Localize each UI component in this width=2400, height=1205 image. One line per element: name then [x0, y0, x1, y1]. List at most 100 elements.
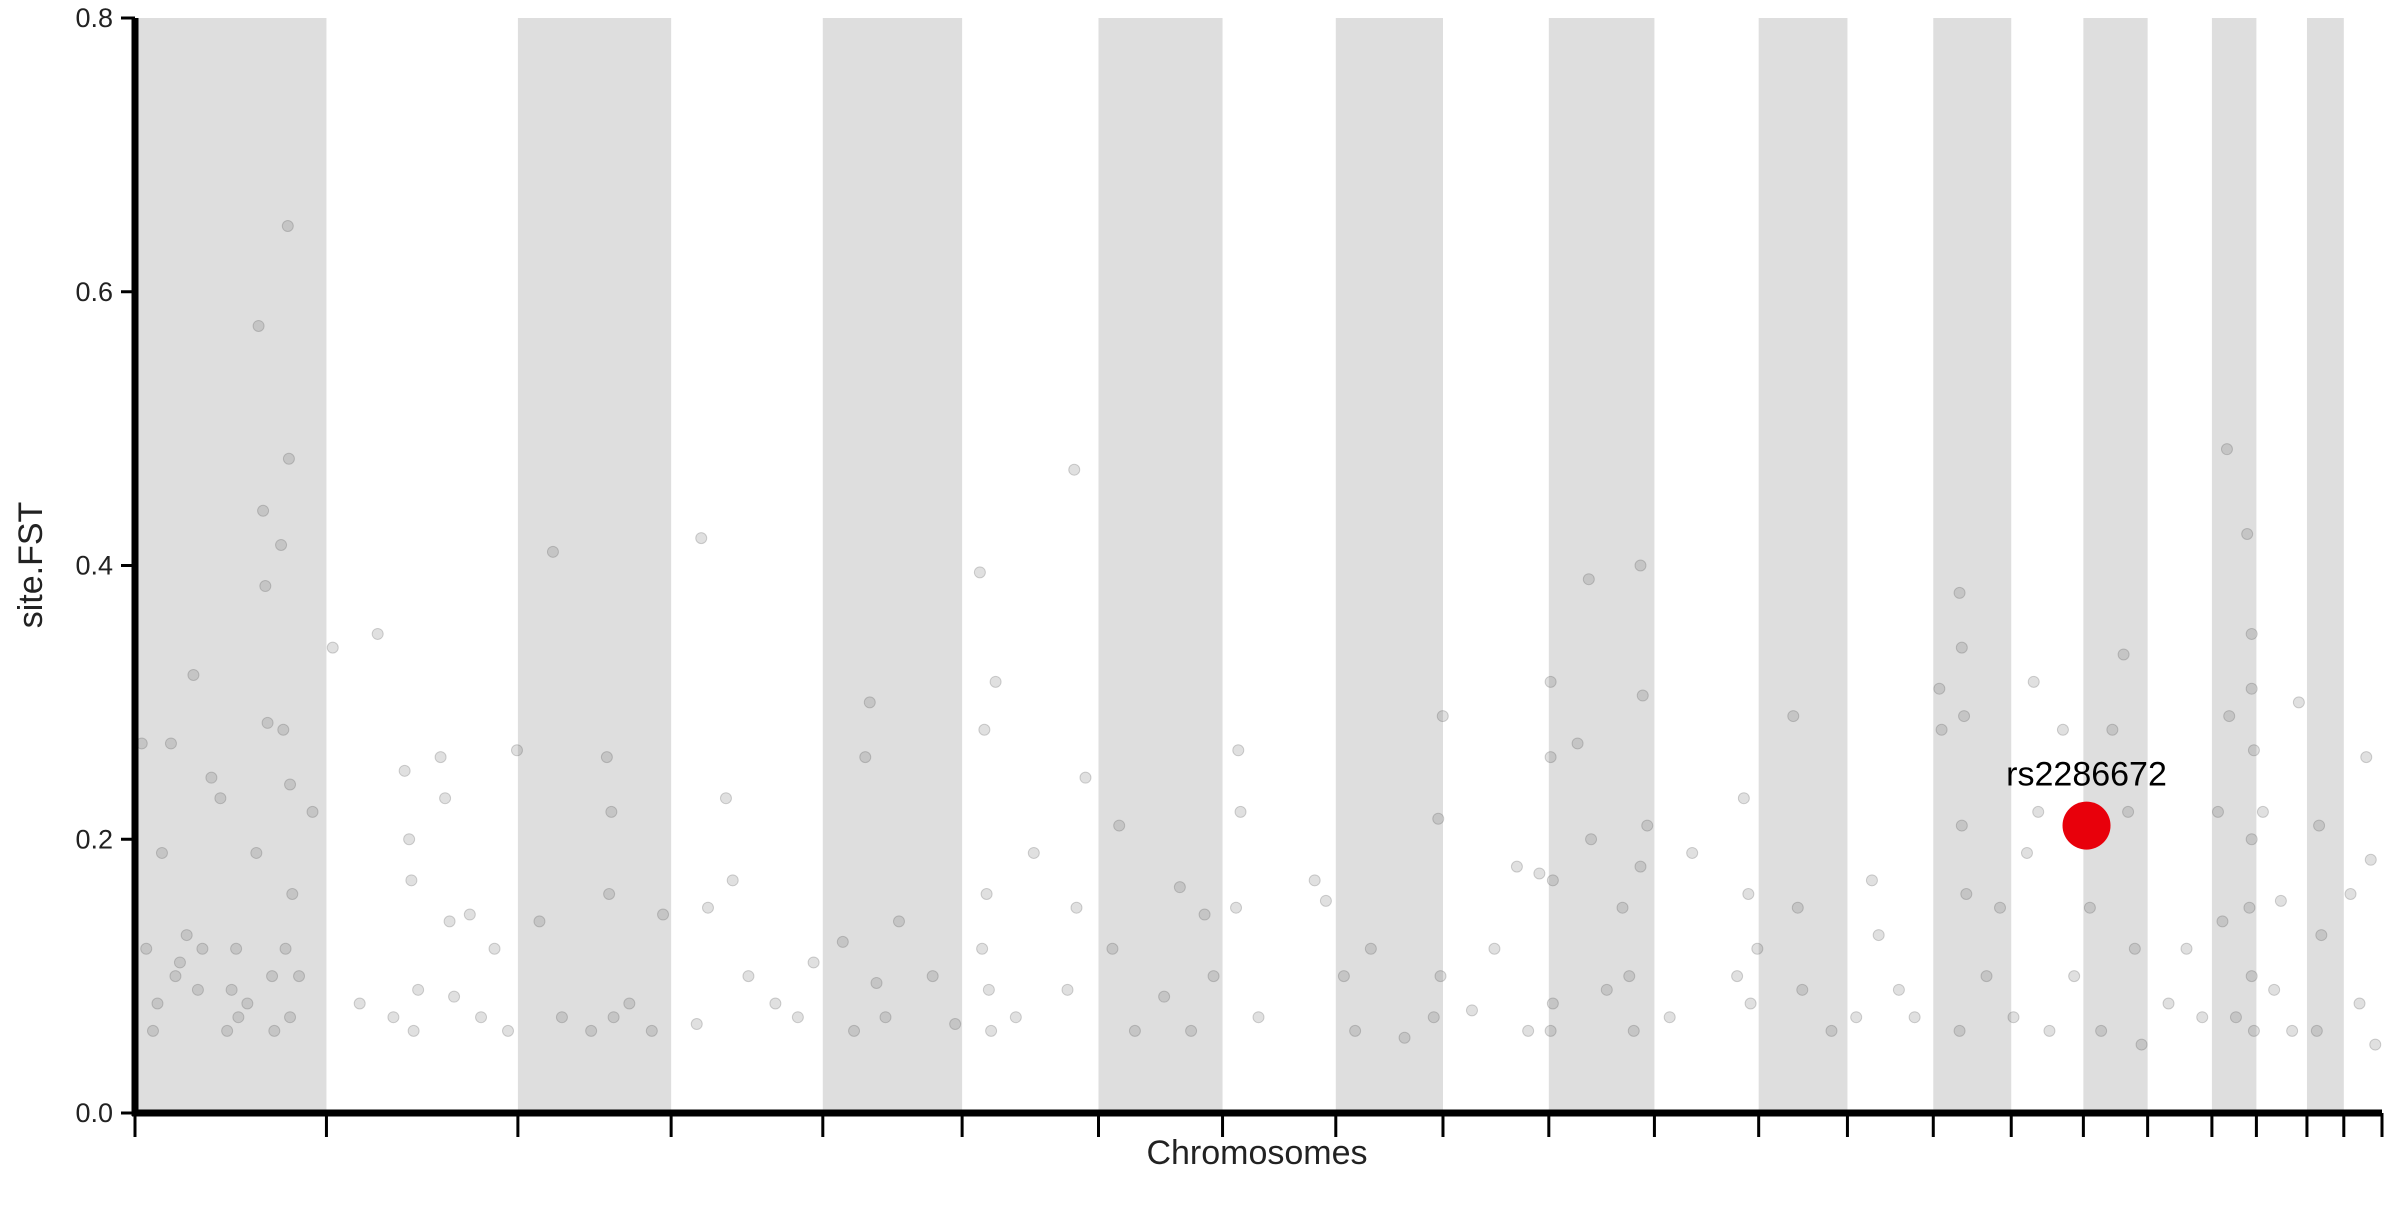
point: [1663, 1011, 1676, 1024]
point: [1398, 1031, 1411, 1044]
point: [1865, 874, 1878, 887]
point: [2220, 443, 2233, 456]
chromosome-band: [2211, 18, 2257, 1113]
point: [284, 778, 297, 791]
point: [403, 833, 416, 846]
point: [546, 545, 559, 558]
point: [600, 751, 613, 764]
point: [241, 997, 254, 1010]
point: [187, 669, 200, 681]
point: [1068, 463, 1081, 476]
point: [1185, 1024, 1198, 1037]
chromosome-band: [1335, 18, 1443, 1113]
point: [1623, 970, 1636, 983]
point: [277, 723, 290, 736]
point: [275, 538, 288, 551]
point: [371, 627, 384, 640]
point: [1791, 901, 1804, 914]
point: [1230, 901, 1243, 914]
point: [1544, 1024, 1557, 1037]
point: [2245, 970, 2258, 983]
point: [1364, 942, 1377, 955]
point: [259, 580, 272, 593]
point: [232, 1011, 245, 1024]
chromosome-band: [2083, 18, 2148, 1113]
point: [1079, 771, 1092, 784]
point: [164, 737, 177, 750]
point: [973, 566, 986, 579]
chromosome-band: [822, 18, 963, 1113]
y-tick-label: 0.2: [75, 824, 113, 854]
y-tick-label: 0.0: [75, 1098, 113, 1128]
point: [439, 792, 452, 805]
point: [2216, 915, 2229, 928]
point: [1544, 751, 1557, 764]
point: [434, 751, 447, 764]
x-axis-label: Chromosomes: [1146, 1134, 1367, 1172]
point: [326, 641, 339, 654]
point: [282, 452, 295, 465]
point: [1173, 881, 1186, 894]
point: [1308, 874, 1321, 887]
point: [1958, 710, 1971, 723]
bands: [135, 18, 2344, 1113]
point: [225, 983, 238, 996]
point: [306, 805, 319, 818]
point: [173, 956, 186, 969]
point: [690, 1018, 703, 1031]
chromosome-band: [517, 18, 672, 1113]
point: [2243, 901, 2256, 914]
point: [1546, 874, 1559, 887]
axes: 0.0 0.2 0.4 0.6 0.8: [75, 3, 2384, 1137]
point: [1510, 860, 1523, 873]
point: [980, 888, 993, 900]
point: [657, 908, 670, 921]
point: [2068, 970, 2081, 983]
point: [1544, 675, 1557, 688]
point: [196, 942, 209, 955]
point: [985, 1024, 998, 1037]
point: [387, 1011, 400, 1024]
point: [603, 888, 616, 900]
point: [870, 976, 883, 989]
point: [1953, 1024, 1966, 1037]
point: [2256, 805, 2269, 818]
point: [719, 792, 732, 805]
y-axis-label: site.FST: [12, 502, 50, 629]
point: [742, 970, 755, 983]
point: [2223, 710, 2236, 723]
point: [2106, 723, 2119, 736]
point: [252, 319, 265, 332]
chromosome-band: [1933, 18, 2012, 1113]
point: [1571, 737, 1584, 750]
point: [1980, 970, 1993, 983]
point: [879, 1011, 892, 1024]
point: [2007, 1011, 2020, 1024]
point: [1061, 983, 1074, 996]
chromosome-band: [2306, 18, 2344, 1113]
point: [293, 970, 306, 983]
point: [695, 532, 708, 545]
point: [1349, 1024, 1362, 1037]
point: [2128, 942, 2141, 955]
point: [533, 915, 546, 928]
point: [1641, 819, 1654, 832]
point: [488, 942, 501, 955]
point: [1585, 833, 1598, 846]
point: [1744, 997, 1757, 1010]
point: [982, 983, 995, 996]
point: [1070, 901, 1083, 914]
point: [2020, 846, 2033, 859]
point: [1488, 942, 1501, 955]
point: [926, 970, 939, 983]
point: [859, 751, 872, 764]
point: [169, 970, 182, 983]
point: [623, 997, 636, 1010]
point: [405, 874, 418, 887]
point: [2095, 1024, 2108, 1037]
point: [2027, 675, 2040, 688]
point: [1737, 792, 1750, 805]
point: [791, 1011, 804, 1024]
point: [1634, 860, 1647, 873]
point: [2117, 648, 2130, 661]
